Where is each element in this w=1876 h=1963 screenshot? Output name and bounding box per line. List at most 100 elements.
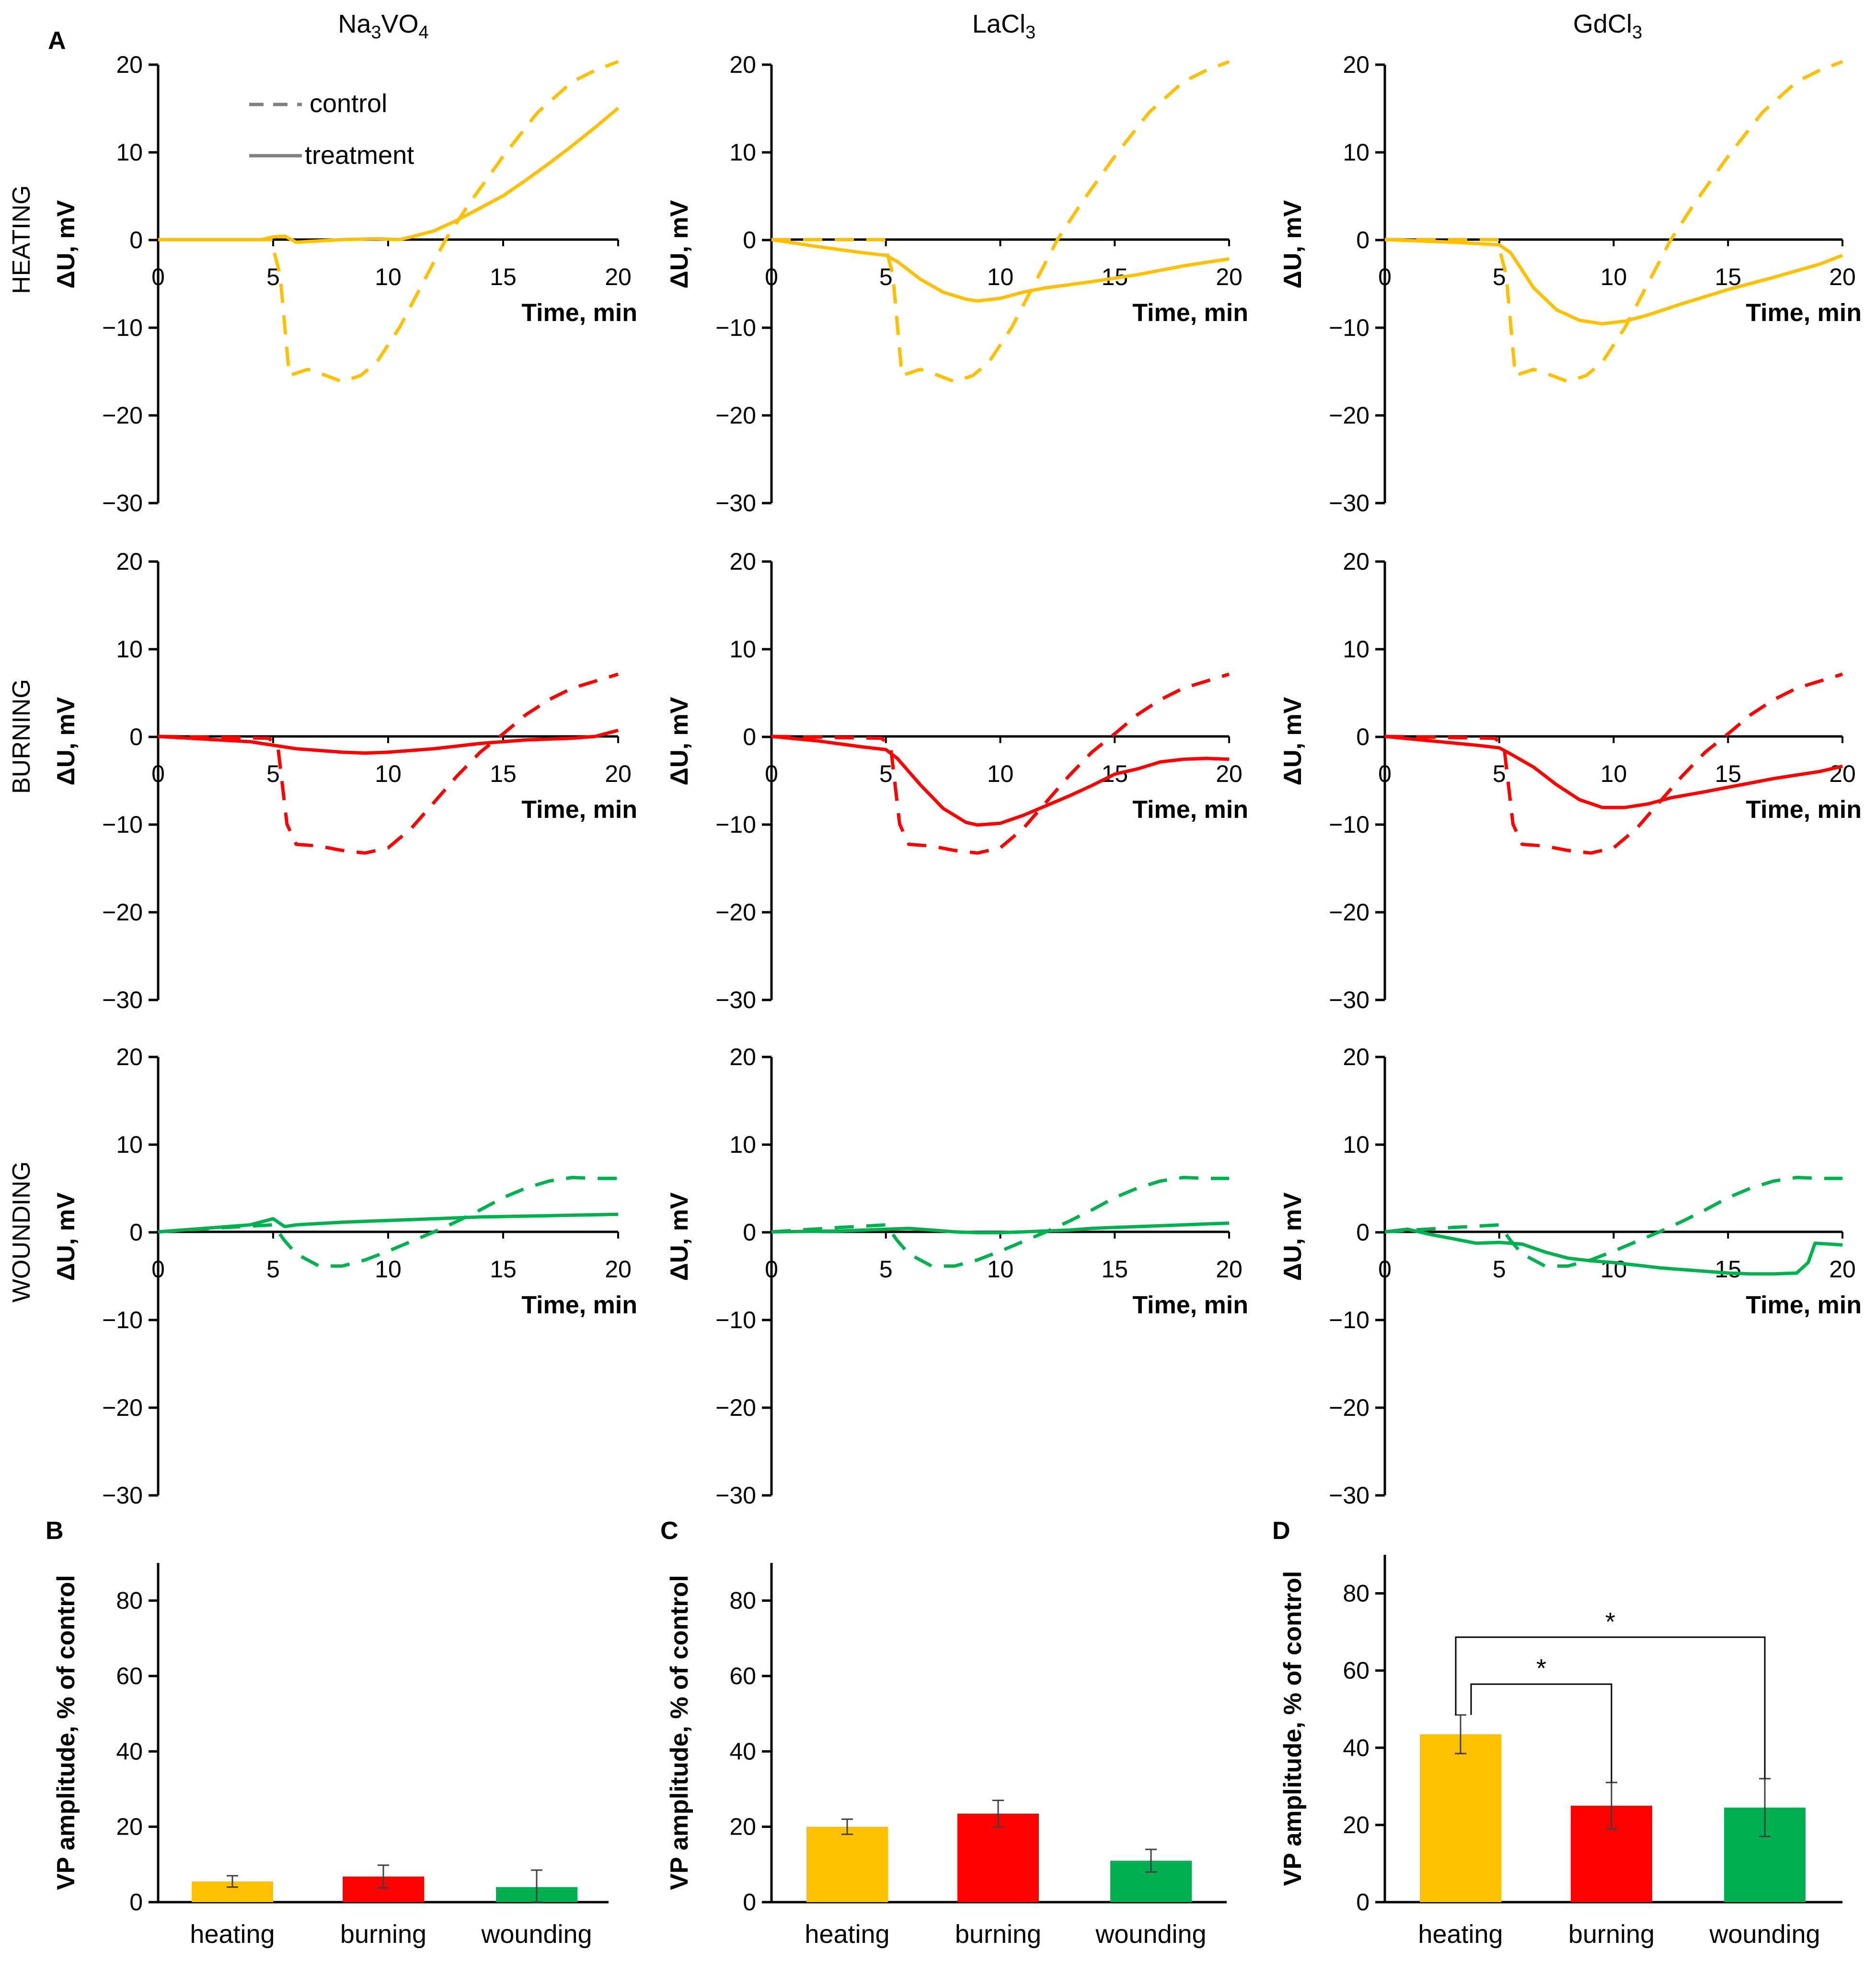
- bar-heating: [1420, 1734, 1501, 1902]
- legend-control-label: control: [310, 89, 387, 118]
- x-tick-label: 0: [765, 760, 778, 787]
- series-control-line: [158, 60, 619, 383]
- bar-burning: [957, 1814, 1039, 1902]
- series-control-line: [771, 1176, 1229, 1268]
- x-category-label: heating: [1418, 1920, 1503, 1949]
- x-category-label: heating: [190, 1920, 275, 1949]
- y-tick-label: −10: [102, 314, 143, 341]
- x-tick-label: 10: [375, 1256, 402, 1283]
- y-tick-label: 10: [1343, 1131, 1370, 1158]
- y-tick-label: −20: [102, 1394, 143, 1421]
- column-title-subscript: 4: [419, 23, 429, 43]
- y-axis-title: ΔU, mV: [666, 697, 693, 785]
- y-tick-label: 0: [129, 227, 143, 253]
- x-axis-title: Time, min: [1132, 796, 1248, 824]
- x-tick-label: 0: [765, 1256, 778, 1283]
- y-tick-label: 0: [129, 723, 143, 750]
- x-axis-title: Time, min: [1746, 299, 1862, 327]
- x-tick-label: 5: [266, 1256, 280, 1283]
- y-tick-label: −10: [715, 314, 756, 341]
- column-title-part: LaCl: [972, 10, 1025, 38]
- panel-label-c: C: [660, 1517, 679, 1545]
- y-tick-label: 40: [116, 1738, 143, 1765]
- x-axis-title: Time, min: [521, 299, 637, 327]
- y-tick-label: 20: [729, 548, 756, 575]
- x-category-label: burning: [340, 1920, 426, 1949]
- y-tick-label: 20: [116, 548, 143, 575]
- x-tick-label: 20: [1216, 264, 1243, 290]
- y-tick-label: 0: [743, 1889, 756, 1916]
- x-axis-title: Time, min: [1746, 1291, 1862, 1319]
- x-tick-label: 10: [1600, 264, 1627, 290]
- y-tick-label: 10: [729, 1131, 756, 1158]
- line-chart-4: 20 10 0 −10 −20 −30 0 5 10 15 20 Time, min ΔU, mV: [52, 548, 637, 1013]
- y-tick-label: −10: [1329, 314, 1370, 341]
- y-tick-label: 80: [116, 1587, 143, 1614]
- y-axis-title: ΔU, mV: [1279, 200, 1307, 288]
- y-tick-label: 0: [129, 1889, 143, 1916]
- x-category-label: heating: [805, 1920, 889, 1949]
- row-label-burning: BURNING: [8, 679, 35, 794]
- bar-chart-d: 0 20 40 60 80 VP amplitude, % of control heati…: [1279, 1555, 1842, 1949]
- y-tick-label: 60: [116, 1663, 143, 1689]
- y-tick-label: 0: [743, 1219, 756, 1246]
- series-treatment-line: [1384, 735, 1843, 809]
- x-tick-label: 0: [1378, 1256, 1392, 1283]
- significance-bracket: [1455, 1636, 1766, 1779]
- line-chart-8: 20 10 0 −10 −20 −30 0 5 10 15 20 Time, min ΔU, mV: [666, 1044, 1248, 1509]
- series-treatment-line: [771, 238, 1230, 303]
- series-control-line: [771, 672, 1230, 855]
- series-control-line: [771, 60, 1230, 383]
- series-treatment-line: [158, 106, 620, 244]
- y-tick-label: 10: [1343, 139, 1370, 166]
- y-tick-label: −20: [715, 899, 756, 926]
- y-tick-label: 20: [1343, 1044, 1370, 1070]
- column-title-part: GdCl: [1573, 10, 1632, 38]
- column-title-subscript: 3: [371, 23, 381, 43]
- y-tick-label: 10: [116, 636, 143, 663]
- bar-chart-c: 0 20 40 60 80 VP amplitude, % of control heati…: [666, 1563, 1227, 1949]
- x-tick-label: 10: [987, 760, 1014, 787]
- x-tick-label: 20: [1829, 760, 1856, 787]
- y-tick-label: 20: [729, 1814, 756, 1840]
- column-title-3: GdCl3: [1573, 10, 1642, 43]
- y-tick-label: −20: [1329, 899, 1370, 926]
- y-tick-label: 0: [1356, 227, 1370, 253]
- series-treatment-line: [771, 735, 1230, 827]
- x-tick-label: 20: [605, 264, 632, 290]
- significance-star: *: [1536, 1654, 1546, 1683]
- y-tick-label: 20: [116, 1044, 143, 1070]
- series-control-line: [1384, 1176, 1842, 1268]
- x-tick-label: 15: [1715, 1256, 1741, 1283]
- column-title-part: Na: [338, 10, 371, 38]
- panel-label-d: D: [1272, 1517, 1290, 1545]
- y-tick-label: 20: [1343, 548, 1370, 575]
- y-tick-label: −30: [102, 1482, 143, 1509]
- x-tick-label: 20: [1216, 1256, 1243, 1283]
- x-tick-label: 15: [490, 760, 517, 787]
- y-tick-label: 40: [729, 1738, 756, 1765]
- y-tick-label: −10: [715, 1307, 756, 1333]
- y-tick-label: 80: [1343, 1580, 1370, 1607]
- y-tick-label: −30: [102, 490, 143, 517]
- y-tick-label: 60: [1343, 1657, 1370, 1684]
- x-category-label: wounding: [1709, 1920, 1820, 1949]
- y-tick-label: 0: [1356, 1219, 1370, 1246]
- panel-label-b: B: [46, 1517, 64, 1545]
- y-tick-label: 20: [116, 51, 143, 78]
- y-tick-label: 10: [116, 1131, 143, 1158]
- y-axis-title: VP amplitude, % of control: [1279, 1571, 1307, 1886]
- legend-treatment-label: treatment: [305, 141, 414, 170]
- x-tick-label: 10: [375, 264, 402, 290]
- y-tick-label: 0: [129, 1219, 143, 1246]
- x-axis-title: Time, min: [521, 796, 637, 824]
- y-tick-label: 10: [1343, 636, 1370, 663]
- y-tick-label: −30: [102, 987, 143, 1013]
- y-tick-label: −30: [1329, 1482, 1370, 1509]
- x-tick-label: 15: [490, 264, 517, 290]
- x-tick-label: 0: [1378, 264, 1392, 290]
- y-axis-title: ΔU, mV: [1279, 1192, 1307, 1281]
- x-axis-title: Time, min: [1132, 1291, 1248, 1319]
